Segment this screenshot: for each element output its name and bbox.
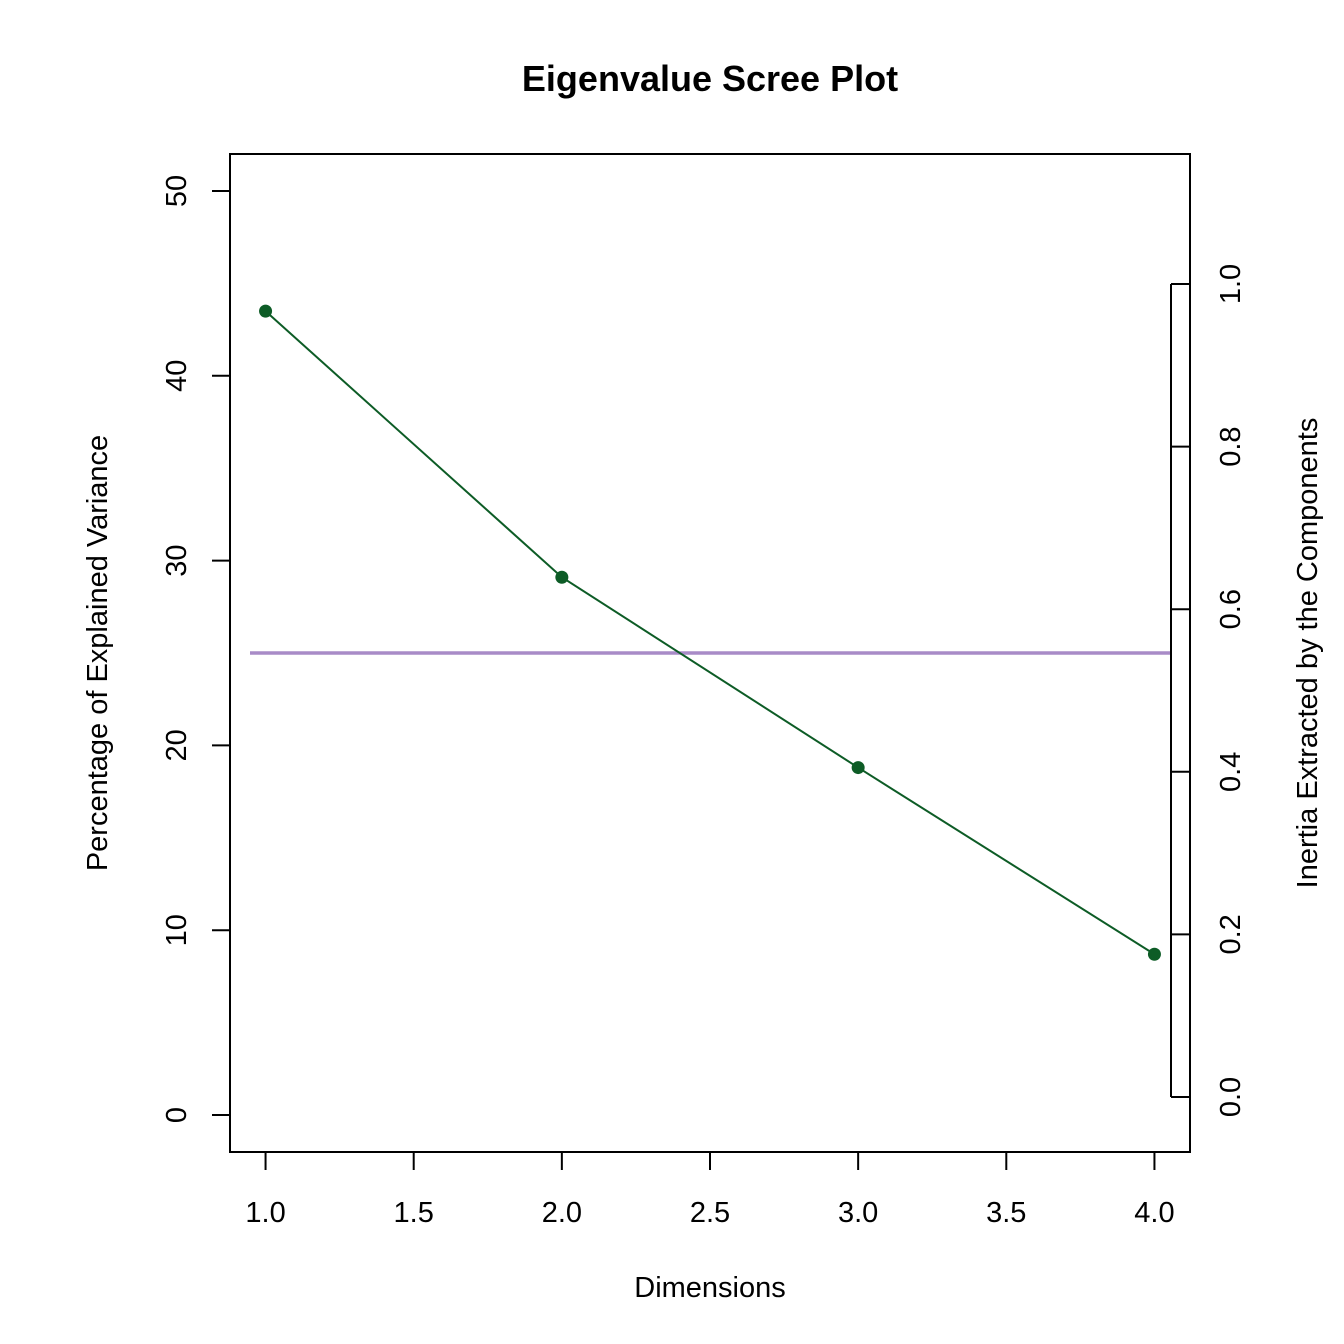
y2-tick-label: 0.0 <box>1215 1077 1247 1117</box>
x-tick-label: 1.0 <box>245 1197 285 1229</box>
y-tick-label: 50 <box>161 175 193 207</box>
y2-tick-label: 0.8 <box>1215 426 1247 466</box>
series-line <box>264 310 1155 956</box>
x-tick-label: 2.5 <box>690 1197 730 1229</box>
x-tick-label: 3.0 <box>838 1197 878 1229</box>
x-tick-label: 2.0 <box>542 1197 582 1229</box>
x-tick-label: 1.5 <box>394 1197 434 1229</box>
y-tick-label: 0 <box>161 1107 193 1123</box>
y2-tick-label: 0.6 <box>1215 589 1247 629</box>
chart-title: Eigenvalue Scree Plot <box>522 58 898 99</box>
data-point <box>555 570 569 584</box>
y-tick-label: 30 <box>161 544 193 576</box>
y2-tick-label: 0.4 <box>1215 752 1247 792</box>
y-axis-label: Percentage of Explained Variance <box>82 435 114 871</box>
x-tick-label: 3.5 <box>986 1197 1026 1229</box>
y-tick-label: 40 <box>161 360 193 392</box>
y-tick-label: 20 <box>161 729 193 761</box>
data-point <box>1147 947 1161 961</box>
y2-axis-label: Inertia Extracted by the Components <box>1292 418 1324 889</box>
data-point <box>259 304 273 318</box>
y-tick-label: 10 <box>161 914 193 946</box>
y2-tick-label: 1.0 <box>1215 264 1247 304</box>
y2-tick-label: 0.2 <box>1215 914 1247 954</box>
data-point <box>851 761 865 775</box>
x-axis-label: Dimensions <box>634 1272 786 1304</box>
x-tick-label: 4.0 <box>1134 1197 1174 1229</box>
